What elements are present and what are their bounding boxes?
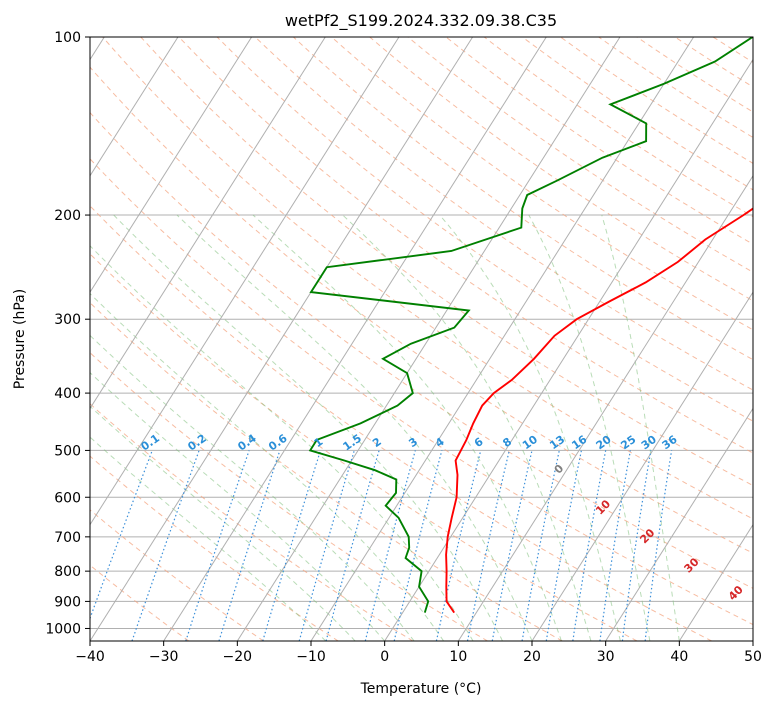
dry-adiabat-10 [90,352,488,641]
mixing-ratio-line-0.6 [218,450,281,641]
y-tick-label: 100 [54,30,81,46]
y-tick-label: 400 [54,386,81,402]
plot-frame [89,36,754,642]
mixing-ratio-line-2 [325,450,380,641]
isotherm-20 [531,291,753,641]
moist-adiabat-24 [252,214,562,641]
x-tick-label: 50 [744,649,762,665]
isotherm-10 [457,174,753,641]
x-tick-label: 40 [670,649,688,665]
isotherm--30 [163,37,547,641]
x-tick-label: 20 [523,649,541,665]
y-tick-label: 800 [54,564,81,580]
mixing-ratio-line-6 [435,450,482,641]
moist-adiabat--8 [90,436,327,641]
dry-adiabat-50 [90,158,753,626]
mixing-ratio-line-1 [262,450,322,641]
isotherm-0 [384,58,753,641]
dry-adiabat-150 [369,37,753,302]
mixing-ratio-line-0.2 [131,450,200,641]
x-tick-label: 0 [380,649,389,665]
dry-adiabat-40 [90,205,712,641]
dry-adiabat-30 [90,253,638,641]
mixing-ratio-line-0.4 [185,450,250,641]
moist-adiabat-8 [90,292,445,641]
moist-adiabat-28 [342,214,592,641]
y-tick-label: 600 [54,490,81,506]
isotherm--20 [236,37,621,641]
mixing-ratio-line-20 [572,450,607,641]
dry-adiabat-70 [90,66,753,554]
isotherm-40 [678,523,753,641]
dry-adiabat-110 [216,37,753,422]
dry-adiabat--10 [90,455,339,641]
x-tick-label: −20 [223,649,253,665]
x-tick-label: 10 [449,649,467,665]
isotherm-30 [605,407,753,641]
moist-adiabat--4 [90,405,356,641]
isotherm--40 [90,37,474,641]
x-tick-label: 30 [597,649,615,665]
y-tick-label: 500 [54,443,81,459]
dry-adiabat-130 [293,37,753,361]
y-tick-label: 200 [54,208,81,224]
mixing-ratio-line-36 [644,450,673,641]
moist-adiabat-12 [90,245,474,641]
isotherm--50 [90,37,400,526]
mixing-ratio-line-1.5 [298,450,355,641]
y-tick-label: 1000 [45,621,81,637]
profile-line-1 [308,37,753,613]
isotherm--60 [90,37,326,410]
profile-line-0 [445,207,753,614]
x-tick-label: −30 [149,649,179,665]
y-axis-label: Pressure (hPa) [12,289,28,389]
moist-adiabat-16 [113,214,503,641]
isotherm--10 [310,37,695,641]
chart-title: wetPf2_S199.2024.332.09.38.C35 [285,11,557,31]
dry-adiabat-20 [90,302,563,641]
moist-adiabat-40 [601,214,680,641]
dry-adiabat-60 [90,111,753,589]
moist-adiabat-36 [528,214,651,641]
mixing-ratio-line-30 [621,450,652,641]
y-tick-label: 900 [54,594,81,610]
mixing-ratio-line-3 [364,450,416,641]
y-tick-label: 300 [54,312,81,328]
x-tick-label: −10 [296,649,326,665]
y-tick-label: 700 [54,530,81,546]
x-tick-label: −40 [75,649,105,665]
moist-adiabat-0 [90,371,386,641]
dry-adiabat-80 [102,37,753,520]
moist-adiabat-32 [439,214,621,641]
moist-adiabat-4 [90,334,415,641]
background-lines [90,37,753,641]
mixing-ratio-line-25 [599,450,631,641]
isotherm--70 [90,37,253,294]
profile-lines [308,37,753,614]
dry-adiabat-90 [140,37,753,487]
dry-adiabat--20 [90,509,264,641]
moist-adiabat-20 [176,214,533,641]
x-axis-label: Temperature (°C) [360,681,482,697]
isotherm--80 [90,37,179,177]
axes: −40 −30 −20 −10 0 10 20 30 40 50 100 200 300 400 500 60… [45,30,762,665]
